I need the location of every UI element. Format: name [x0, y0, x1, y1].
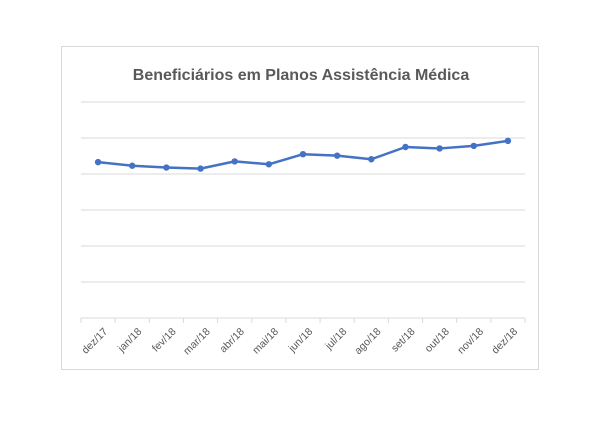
- data-point: [94, 158, 102, 166]
- data-point: [299, 151, 307, 158]
- data-point: [231, 158, 238, 165]
- x-tick-label: mai/18: [250, 326, 281, 357]
- x-tick-label: abr/18: [217, 326, 247, 356]
- line-chart: dez/17 jan/18 fev/18 mar/18 abr/18 mai/18 jun/…: [80, 101, 526, 358]
- x-tick-label: set/18: [389, 326, 418, 355]
- data-point: [402, 143, 409, 151]
- x-tick-label: jul/18: [322, 326, 349, 353]
- data-point: [197, 165, 204, 172]
- x-tick-labels: dez/17 jan/18 fev/18 mar/18 abr/18 mai/18 jun/…: [80, 326, 521, 358]
- x-tick-label: ago/18: [352, 326, 383, 357]
- gridlines: [81, 101, 525, 283]
- x-axis: [80, 317, 526, 323]
- x-tick-label: mar/18: [181, 326, 213, 358]
- x-tick-label: out/18: [423, 326, 452, 355]
- x-tick-label: fev/18: [150, 326, 179, 355]
- x-tick-label: jun/18: [286, 326, 316, 356]
- data-point: [129, 162, 136, 169]
- data-point: [368, 156, 375, 163]
- series-beneficiarios: [94, 137, 512, 172]
- x-tick-label: nov/18: [455, 326, 486, 357]
- data-point: [333, 152, 341, 159]
- data-point: [265, 161, 273, 168]
- data-point: [163, 164, 170, 171]
- x-tick-label: jan/18: [115, 326, 145, 356]
- data-point: [504, 137, 512, 145]
- data-point: [470, 142, 477, 150]
- x-tick-label: dez/17: [80, 326, 111, 357]
- x-tick-label: dez/18: [489, 326, 520, 357]
- chart-title: Beneficiários em Planos Assistência Médi…: [132, 67, 470, 84]
- data-point: [436, 145, 443, 152]
- chart-area: Beneficiários em Planos Assistência Médi…: [61, 46, 539, 370]
